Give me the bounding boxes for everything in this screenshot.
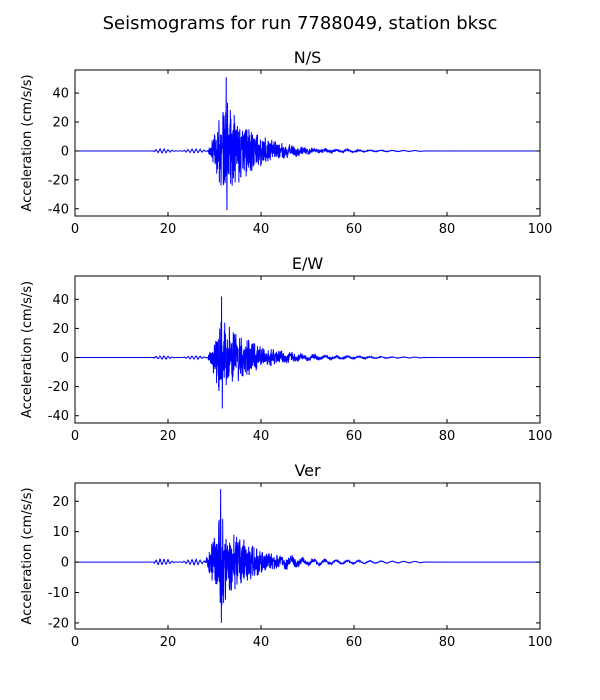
x-tick-label: 80 xyxy=(439,222,456,237)
x-tick-label: 100 xyxy=(528,429,553,444)
x-tick-label: 20 xyxy=(160,429,177,444)
y-tick-label: 20 xyxy=(52,322,69,337)
x-tick-label: 20 xyxy=(160,635,177,650)
y-tick-label: 40 xyxy=(52,293,69,308)
x-tick-label: 60 xyxy=(346,635,363,650)
y-tick-label: -20 xyxy=(48,616,69,631)
y-tick-label: 20 xyxy=(52,116,69,131)
y-tick-label: 40 xyxy=(52,87,69,102)
panel-1: E/W Acceleration (cm/s/s) 0 20 40 60 80 100 -40 -… xyxy=(20,254,552,444)
x-tick-label: 100 xyxy=(528,635,553,650)
panel-title: E/W xyxy=(292,254,324,273)
y-axis-label: Acceleration (cm/s/s) xyxy=(20,281,35,418)
y-tick-label: 20 xyxy=(52,495,69,510)
y-tick-label: -20 xyxy=(48,173,69,188)
x-tick-label: 0 xyxy=(71,635,79,650)
series-trace xyxy=(75,489,540,623)
y-tick-label: 0 xyxy=(61,556,69,571)
y-axis-label: Acceleration (cm/s/s) xyxy=(20,487,35,624)
y-tick-label: 0 xyxy=(61,351,69,366)
series-trace xyxy=(75,77,540,211)
axes-frame xyxy=(74,275,541,424)
y-tick-label: 0 xyxy=(61,144,69,159)
x-tick-label: 100 xyxy=(528,222,553,237)
x-tick-label: 80 xyxy=(439,635,456,650)
x-tick-label: 20 xyxy=(160,222,177,237)
x-tick-label: 80 xyxy=(439,429,456,444)
y-tick-label: -20 xyxy=(48,380,69,395)
x-tick-label: 40 xyxy=(253,429,270,444)
y-tick-label: 10 xyxy=(52,525,69,540)
x-tick-label: 40 xyxy=(253,222,270,237)
y-tick-label: -10 xyxy=(48,586,69,601)
panel-0: N/S Acceleration (cm/s/s) 0 20 40 60 80 100 -40 -… xyxy=(20,48,552,237)
series-trace xyxy=(75,296,540,409)
x-tick-label: 0 xyxy=(71,222,79,237)
axes-frame xyxy=(74,482,541,630)
y-tick-label: -40 xyxy=(48,202,69,217)
x-tick-label: 40 xyxy=(253,635,270,650)
x-tick-label: 60 xyxy=(346,429,363,444)
axes-frame xyxy=(74,69,541,217)
panel-title: N/S xyxy=(294,48,322,67)
y-axis-label: Acceleration (cm/s/s) xyxy=(20,74,35,211)
x-tick-label: 0 xyxy=(71,429,79,444)
x-tick-label: 60 xyxy=(346,222,363,237)
y-tick-label: -40 xyxy=(48,409,69,424)
panel-title: Ver xyxy=(294,461,321,480)
figure-title: Seismograms for run 7788049, station bks… xyxy=(103,13,498,34)
